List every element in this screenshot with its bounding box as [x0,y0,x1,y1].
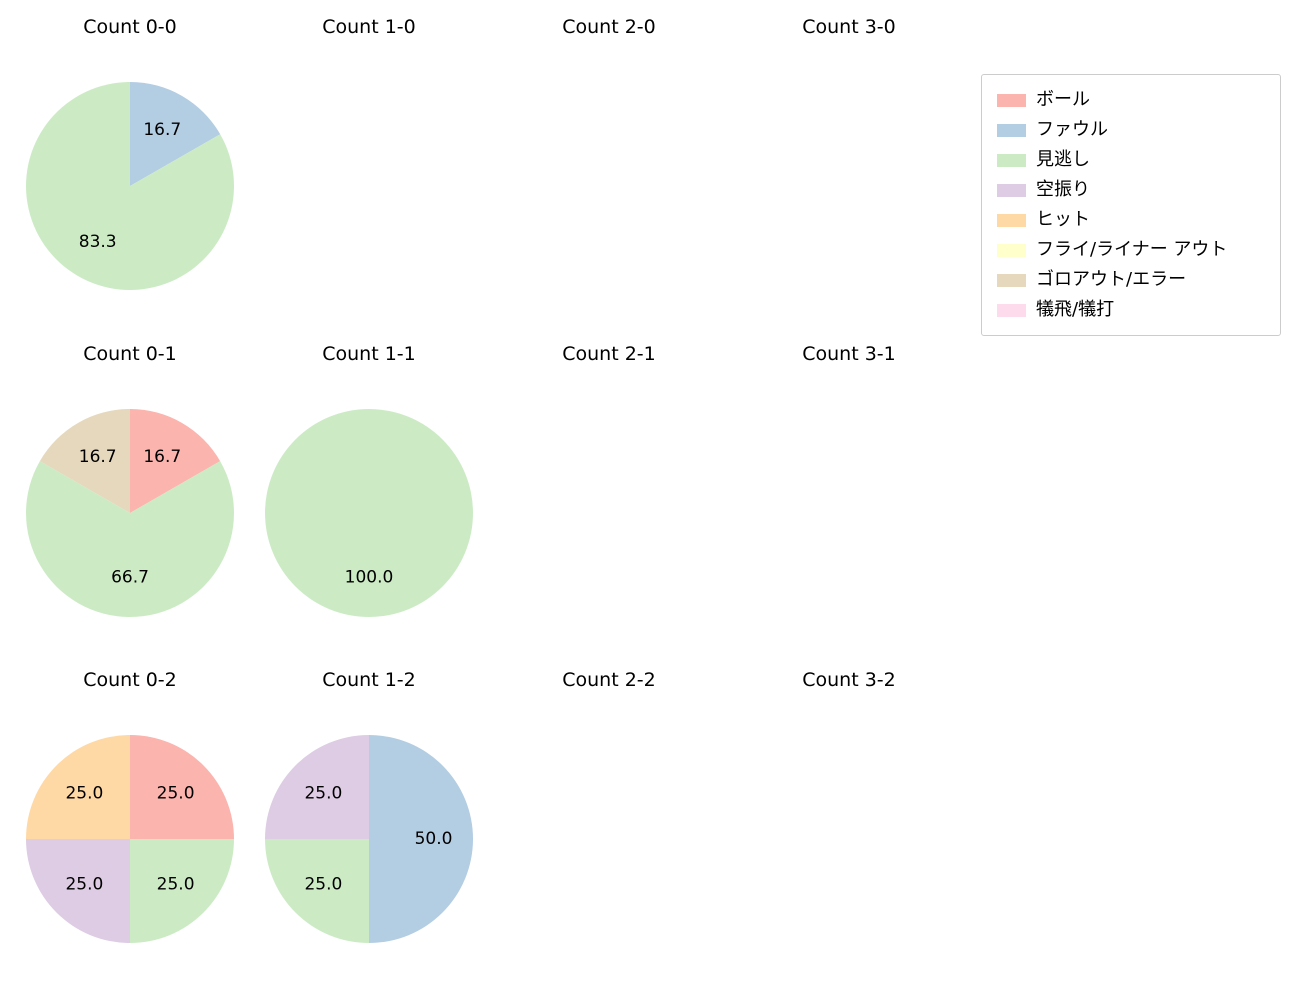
pie-slice-percent-label: 25.0 [65,875,103,895]
pie-slice-percent-label: 16.7 [143,120,181,140]
pie-slice-percent-label: 83.3 [79,232,117,252]
pie-slice [265,409,473,617]
chart-title: Count 3-1 [802,343,896,365]
legend-label: 空振り [1036,179,1090,200]
pie-slice [130,409,221,513]
chart-title: Count 1-0 [322,16,416,38]
legend-label: ゴロアウト/エラー [1036,269,1187,290]
pie-slice [130,82,221,186]
chart-title: Count 3-0 [802,16,896,38]
legend-label: ボール [1036,89,1090,110]
pie-slice-percent-label: 16.7 [143,447,181,467]
pie-slice [130,839,234,943]
chart-cell-count-2-2: Count 2-2 [505,667,713,943]
legend-label: フライ/ライナー アウト [1036,239,1228,260]
chart-cell-count-1-0: Count 1-0 [265,14,473,290]
legend-swatch [997,273,1026,287]
pie-chart [505,735,713,943]
legend-label: ファウル [1036,119,1108,140]
chart-title: Count 2-0 [562,16,656,38]
pie-slice [26,82,234,290]
pie-slice [26,839,130,943]
pie-slice-percent-label: 25.0 [304,875,342,895]
legend-item: ヒット [997,205,1265,235]
pie-slice-percent-label: 100.0 [345,568,394,588]
legend-item: ゴロアウト/エラー [997,265,1265,295]
pie-slice [39,409,130,513]
chart-cell-count-3-1: Count 3-1 [745,341,953,617]
chart-cell-count-1-1: Count 1-1 100.0 [265,341,473,617]
legend-item: 見逃し [997,145,1265,175]
pie-slice [265,735,369,839]
chart-cell-count-2-1: Count 2-1 [505,341,713,617]
pie-chart: 100.0 [265,409,473,617]
pie-slice [369,735,473,943]
pie-chart [505,82,713,290]
pie-slice [130,735,234,839]
legend-item: 犠飛/犠打 [997,295,1265,325]
chart-title: Count 0-1 [83,343,177,365]
chart-title: Count 2-2 [562,669,656,691]
pie-chart [745,409,953,617]
legend-label: 犠飛/犠打 [1036,299,1115,320]
legend-item: フライ/ライナー アウト [997,235,1265,265]
legend-swatch [997,183,1026,197]
pie-chart: 16.7 83.3 [26,82,234,290]
pie-slice [265,839,369,943]
pie-chart [745,82,953,290]
legend-swatch [997,303,1026,317]
pie-chart [505,409,713,617]
pie-slice-percent-label: 25.0 [157,783,195,803]
pie-chart [265,82,473,290]
chart-cell-count-0-1: Count 0-1 16.7 66.7 16.7 [26,341,234,617]
pie-chart: 50.0 25.0 25.0 [265,735,473,943]
legend-item: 空振り [997,175,1265,205]
chart-cell-count-0-2: Count 0-2 25.0 25.0 25.0 25.0 [26,667,234,943]
pie-chart: 16.7 66.7 16.7 [26,409,234,617]
legend-item: ボール [997,85,1265,115]
pie-slice-percent-label: 25.0 [304,783,342,803]
chart-cell-count-3-0: Count 3-0 [745,14,953,290]
chart-cell-count-0-0: Count 0-0 16.7 83.3 [26,14,234,290]
legend-swatch [997,243,1026,257]
pie-slice-percent-label: 50.0 [415,829,453,849]
legend-label: ヒット [1036,209,1090,230]
chart-cell-count-2-0: Count 2-0 [505,14,713,290]
legend-swatch [997,153,1026,167]
chart-title: Count 2-1 [562,343,656,365]
chart-cell-count-1-2: Count 1-2 50.0 25.0 25.0 [265,667,473,943]
legend: ボールファウル見逃し空振りヒットフライ/ライナー アウト ゴロアウト/エラー 犠飛/… [981,74,1281,336]
chart-title: Count 0-2 [83,669,177,691]
pie-slice [26,735,130,839]
pie-slice-percent-label: 25.0 [65,783,103,803]
legend-swatch [997,123,1026,137]
legend-swatch [997,213,1026,227]
legend-swatch [997,93,1026,107]
pie-slice [26,461,234,617]
pie-slice-percent-label: 25.0 [157,875,195,895]
chart-title: Count 0-0 [83,16,177,38]
chart-cell-count-3-2: Count 3-2 [745,667,953,943]
chart-title: Count 3-2 [802,669,896,691]
legend-label: 見逃し [1036,149,1090,170]
pie-slice-percent-label: 66.7 [111,568,149,588]
legend-item: ファウル [997,115,1265,145]
chart-title: Count 1-2 [322,669,416,691]
pie-slice-percent-label: 16.7 [79,447,117,467]
pie-chart: 25.0 25.0 25.0 25.0 [26,735,234,943]
chart-title: Count 1-1 [322,343,416,365]
pie-chart [745,735,953,943]
